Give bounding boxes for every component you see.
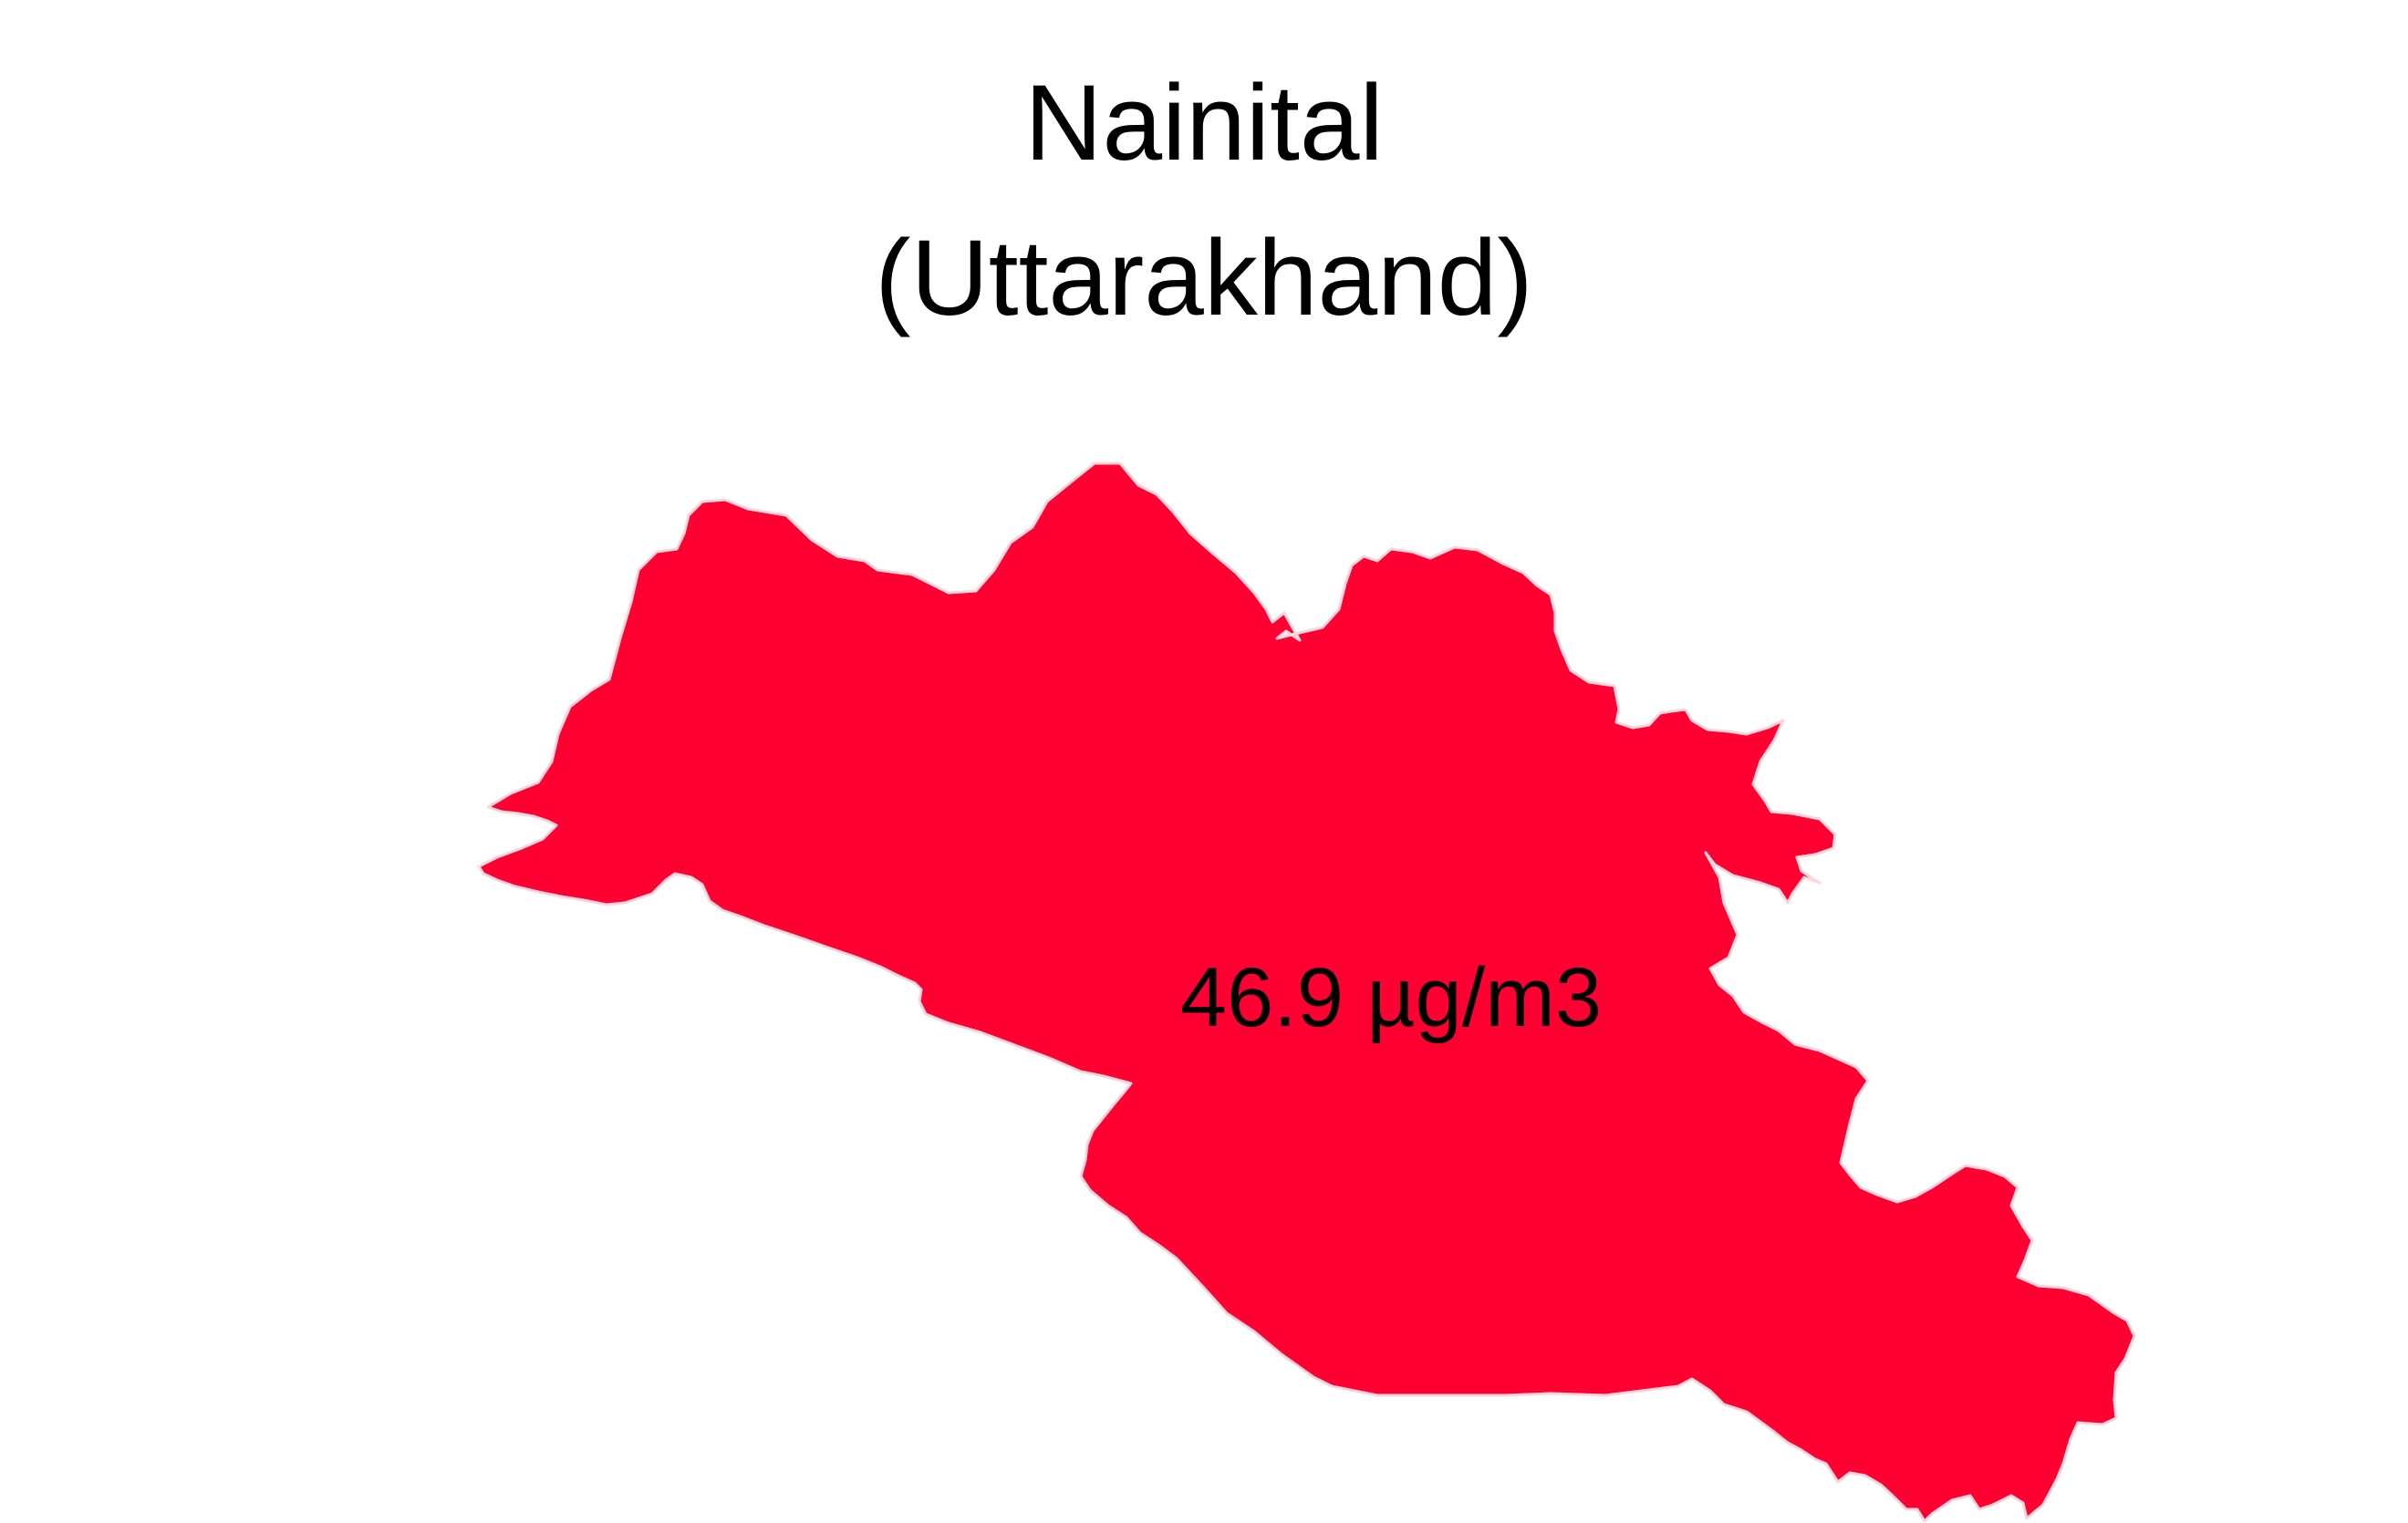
map-subtitle: (Uttarakhand): [875, 218, 1533, 338]
district-value-label: 46.9 µg/m3: [1180, 951, 1602, 1044]
map-title-block: Nainital (Uttarakhand): [0, 46, 2408, 356]
map-title: Nainital: [1024, 63, 1384, 183]
district-region-nainital: [477, 461, 2136, 1523]
